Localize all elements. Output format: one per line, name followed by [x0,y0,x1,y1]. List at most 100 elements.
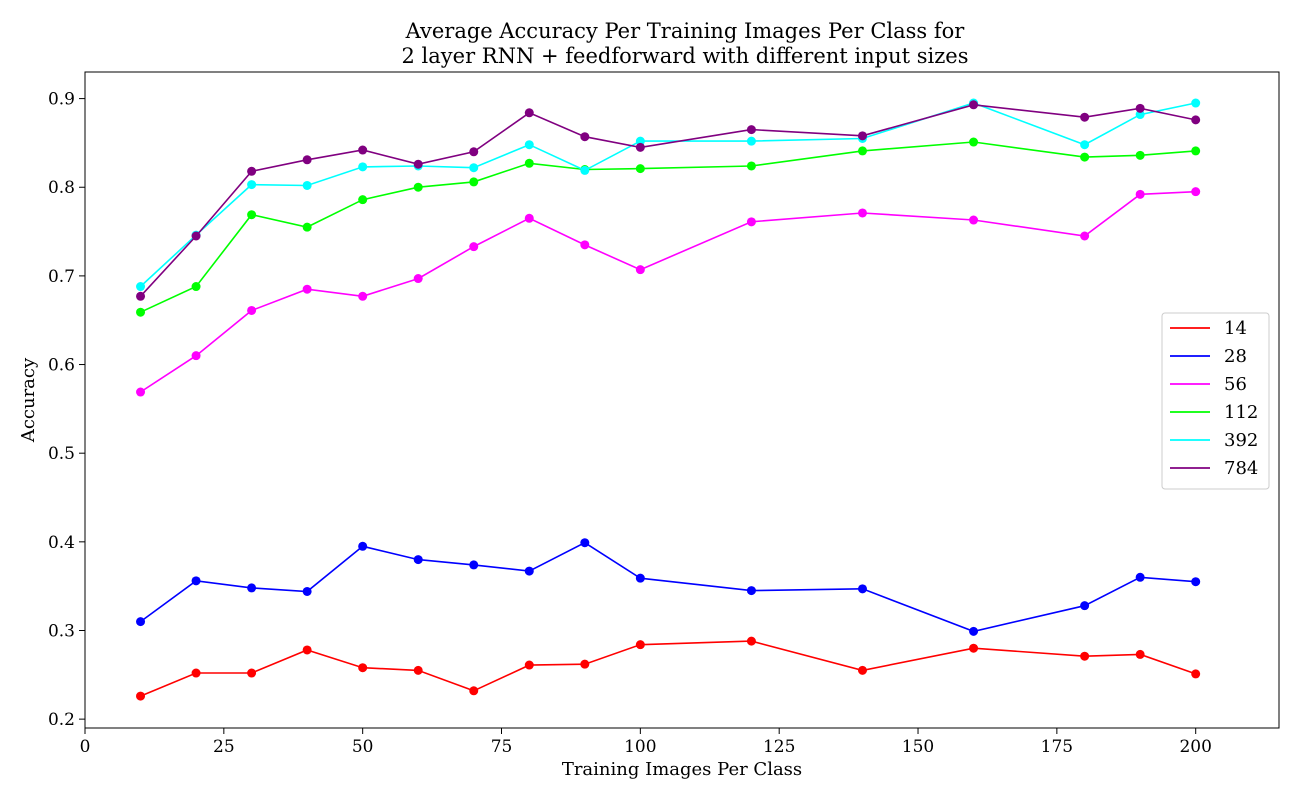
y-tick-label: 0.2 [48,710,75,730]
x-tick-label: 50 [352,737,374,757]
data-point-784 [191,231,201,241]
data-point-784 [247,166,257,176]
data-point-14 [1080,651,1090,661]
series-line-784 [139,103,1196,297]
data-point-14 [580,659,590,669]
data-point-112 [1080,152,1090,162]
data-point-784 [413,159,423,169]
y-axis-label: Accuracy [18,357,39,443]
y-tick-label: 0.7 [48,267,75,287]
series-line-112 [140,141,1196,313]
data-point-784 [302,155,312,165]
data-point-28 [1135,572,1145,582]
series-line-56 [140,190,1196,393]
y-tick-label: 0.9 [48,90,75,110]
data-point-784 [580,132,590,142]
y-tick-label: 0.8 [48,178,75,198]
data-point-784 [746,125,756,135]
data-point-56 [524,213,534,223]
x-tick-label: 100 [624,737,656,757]
data-point-392 [524,140,534,150]
data-point-56 [580,240,590,250]
series-line-28 [140,541,1196,633]
data-point-392 [247,180,257,190]
y-tick-label: 0.3 [48,621,75,641]
data-point-56 [136,387,146,397]
data-point-14 [469,686,479,696]
data-point-28 [580,538,590,548]
data-point-56 [1191,187,1201,197]
data-point-112 [969,137,979,147]
data-point-784 [1135,103,1145,113]
data-point-56 [746,217,756,227]
data-point-56 [413,274,423,284]
data-point-392 [746,136,756,146]
legend-label-14: 14 [1224,318,1247,339]
data-point-392 [1191,98,1201,108]
legend-label-28: 28 [1224,346,1247,367]
data-point-28 [247,583,257,593]
data-point-14 [191,668,201,678]
data-point-14 [136,691,146,701]
data-point-56 [358,291,368,301]
data-point-112 [247,210,257,220]
series-line-14 [140,640,1196,697]
data-point-784 [469,147,479,157]
data-point-784 [1191,115,1201,125]
data-point-112 [1135,150,1145,160]
plot-frame [84,71,1280,729]
legend-label-784: 784 [1224,458,1258,479]
data-point-14 [247,668,257,678]
data-point-112 [413,182,423,192]
y-tick-label: 0.4 [48,533,75,553]
chart-title-line1: Average Accuracy Per Training Images Per… [405,19,966,43]
legend-label-56: 56 [1224,374,1247,395]
data-point-112 [358,195,368,205]
series-line-392 [139,102,1196,288]
data-point-14 [358,663,368,673]
data-point-28 [191,576,201,586]
data-point-392 [1080,140,1090,150]
x-tick-label: 0 [80,737,91,757]
data-point-14 [524,660,534,670]
data-point-392 [358,162,368,172]
data-point-14 [857,665,867,675]
data-point-56 [969,215,979,225]
legend-box [1161,312,1270,490]
data-point-392 [136,282,146,292]
data-point-56 [191,351,201,361]
data-point-28 [413,555,423,565]
data-point-14 [635,640,645,650]
data-point-56 [1135,189,1145,199]
data-point-28 [1080,601,1090,611]
data-point-28 [136,617,146,627]
x-tick-label: 175 [1041,737,1073,757]
x-tick-label: 25 [213,737,235,757]
data-point-784 [136,291,146,301]
data-point-28 [746,586,756,596]
y-tick-label: 0.6 [48,356,75,376]
data-point-112 [524,158,534,168]
data-point-112 [1191,146,1201,156]
data-point-56 [302,284,312,294]
data-point-28 [358,541,368,551]
x-tick-label: 75 [491,737,513,757]
data-point-392 [469,163,479,173]
data-point-14 [746,636,756,646]
data-point-112 [191,282,201,292]
data-point-784 [635,142,645,152]
data-point-784 [857,131,867,141]
data-point-14 [302,645,312,655]
data-point-28 [302,586,312,596]
data-point-56 [469,242,479,252]
data-point-56 [1080,231,1090,241]
data-point-14 [1191,669,1201,679]
data-point-112 [136,307,146,317]
data-point-784 [1080,112,1090,122]
data-point-392 [580,165,590,175]
y-tick-label: 0.5 [48,444,75,464]
chart-title-line2: 2 layer RNN + feedforward with different… [402,44,969,68]
x-tick-label: 150 [902,737,934,757]
data-point-14 [969,643,979,653]
